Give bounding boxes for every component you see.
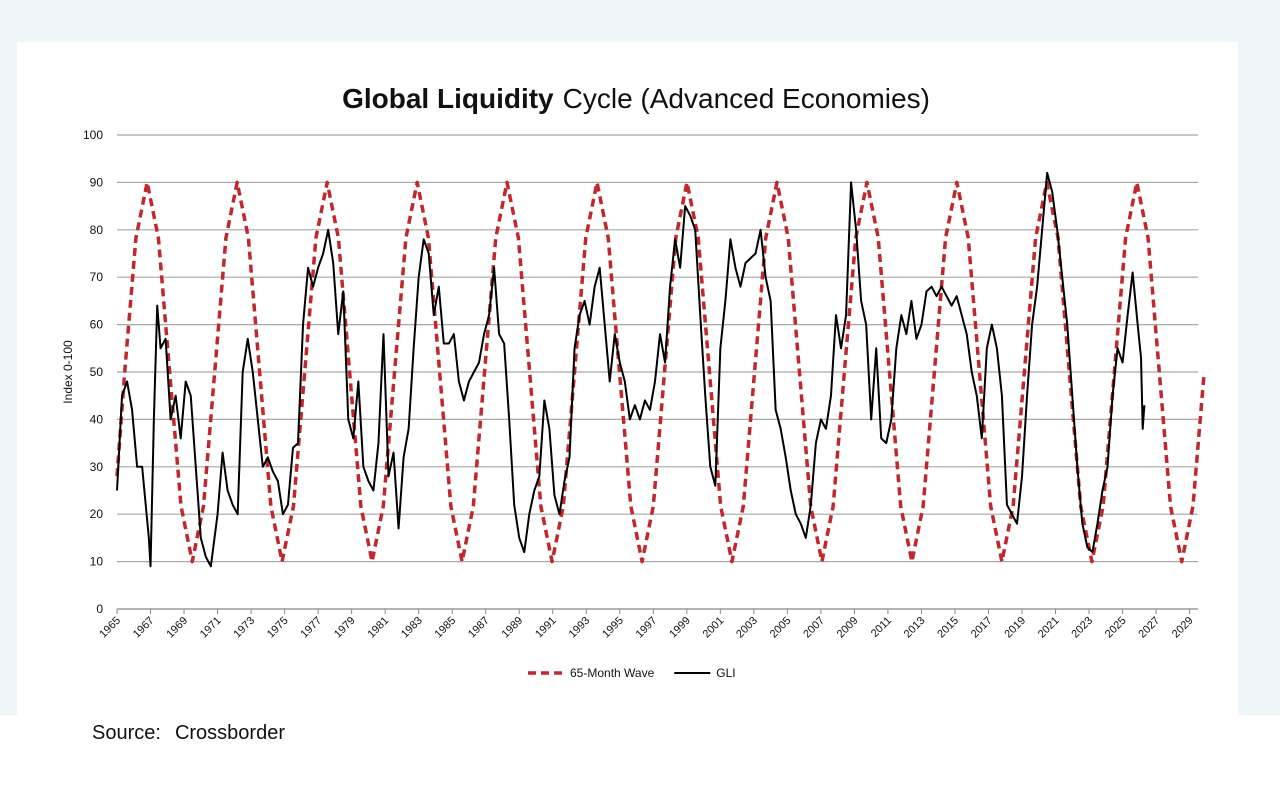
- y-tick-label: 80: [90, 223, 104, 237]
- y-tick-label: 100: [83, 128, 103, 142]
- legend-label: 65-Month Wave: [570, 666, 655, 680]
- source-name: Crossborder: [174, 722, 285, 744]
- y-tick-label: 90: [90, 175, 104, 189]
- y-tick-label: 30: [90, 460, 104, 474]
- legend: 65-Month Wave GLI: [528, 666, 736, 680]
- chart: Global Liquidity Cycle (Advanced Economie…: [0, 0, 1280, 715]
- y-tick-label: 20: [90, 507, 104, 521]
- y-tick-label: 50: [90, 365, 104, 379]
- source-label: Source:: [92, 722, 161, 744]
- chart-panel: [17, 42, 1238, 715]
- legend-label: GLI: [716, 666, 735, 680]
- plot-area: [115, 171, 1206, 568]
- y-tick-label: 10: [90, 555, 104, 569]
- y-tick-label: 40: [90, 412, 104, 426]
- wave-line: [115, 180, 1206, 564]
- title-rest: Cycle (Advanced Economies): [563, 83, 930, 114]
- source-note: Source: Crossborder: [92, 722, 285, 745]
- y-tick-label: 0: [96, 602, 103, 616]
- gli-line: [116, 171, 1146, 568]
- y-tick-label: 60: [90, 318, 104, 332]
- chart-title: Global Liquidity Cycle (Advanced Economie…: [342, 83, 930, 114]
- y-axis-label: Index 0-100: [61, 340, 75, 404]
- y-tick-label: 70: [90, 270, 104, 284]
- title-bold: Global Liquidity: [342, 83, 554, 114]
